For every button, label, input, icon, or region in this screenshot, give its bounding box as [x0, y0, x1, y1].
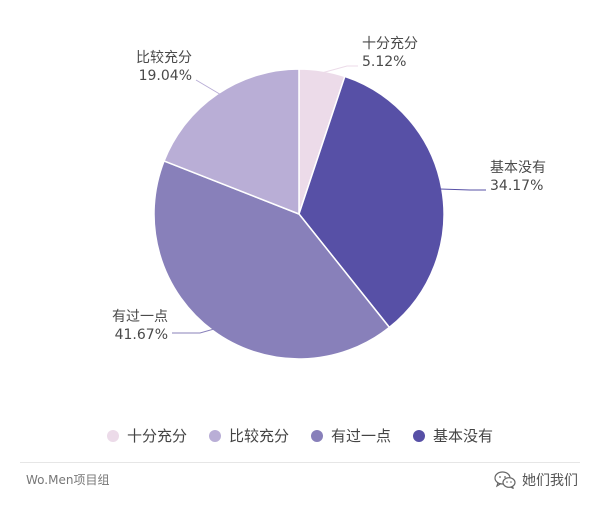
- wechat-icon: [494, 471, 516, 489]
- legend-label: 基本没有: [433, 427, 494, 445]
- pie-slice-4[interactable]: [163, 68, 300, 216]
- legend-swatch: [106, 429, 119, 442]
- legend-item-jiben-meiyou[interactable]: 基本没有: [413, 425, 493, 446]
- slice-value-label: 41.67%: [115, 327, 168, 343]
- slice-name-label: 有过一点: [112, 309, 168, 325]
- leader-line-3: [172, 328, 215, 334]
- slice-labels: 十分充分 5.12% 基本没有 34.17% 有过一点 41.67% 比较充分 19.04%: [112, 36, 546, 343]
- leader-line-1: [321, 65, 358, 74]
- pie-slice-3[interactable]: [153, 159, 391, 360]
- footer-divider: [20, 462, 580, 463]
- legend-swatch: [208, 429, 221, 442]
- slice-value-label: 5.12%: [362, 54, 406, 70]
- footer-account[interactable]: 她们我们: [494, 470, 578, 490]
- leader-line-4: [195, 79, 224, 97]
- pie-slices: [153, 68, 445, 360]
- footer-source: Wo.Men项目组: [26, 473, 110, 487]
- footer-account-name: 她们我们: [522, 473, 578, 489]
- slice-value-label: 19.04%: [139, 68, 192, 84]
- leader-lines: [172, 65, 486, 334]
- legend-label: 比较充分: [228, 427, 289, 445]
- legend-item-shifen-chongfen[interactable]: 十分充分: [106, 425, 187, 446]
- legend-swatch: [311, 429, 323, 442]
- leader-line-2: [439, 188, 486, 191]
- slice-value-label: 34.17%: [490, 178, 543, 194]
- pie-chart: 十分充分 5.12% 基本没有 34.17% 有过一点 41.67% 比较充分 19.04%: [112, 36, 546, 360]
- slice-name-label: 基本没有: [490, 159, 546, 176]
- legend-label: 有过一点: [331, 427, 392, 445]
- legend: 十分充分 比较充分 有过一点 基本没有: [0, 425, 600, 446]
- legend-swatch: [413, 429, 426, 442]
- legend-label: 十分充分: [126, 427, 187, 445]
- legend-item-youguo-yidian[interactable]: 有过一点: [311, 425, 391, 446]
- slice-name-label: 十分充分: [362, 36, 418, 52]
- slice-name-label: 比较充分: [136, 50, 192, 66]
- legend-item-bijiao-chongfen[interactable]: 比较充分: [208, 425, 289, 446]
